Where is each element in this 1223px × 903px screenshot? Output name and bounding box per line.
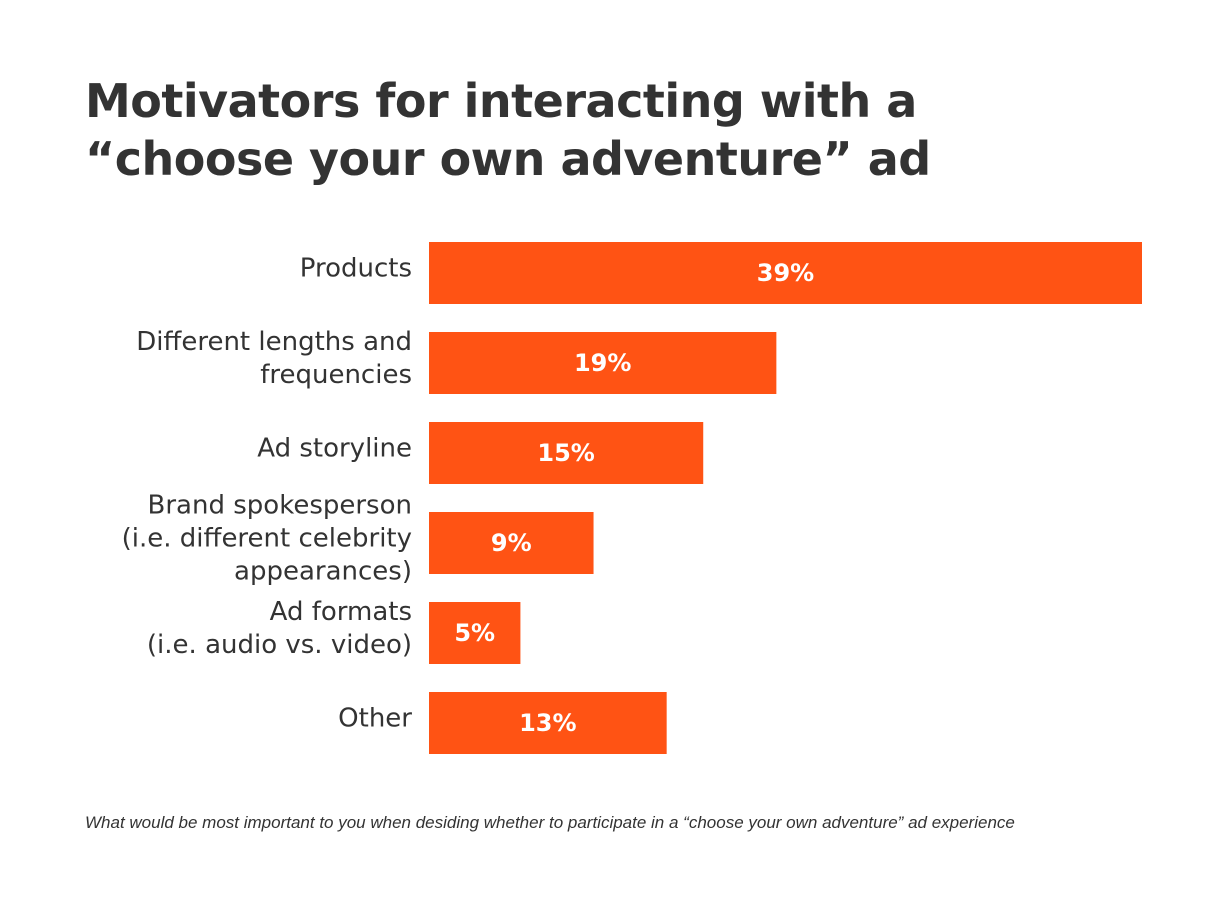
category-label-1: Products: [300, 254, 412, 284]
chart-title-line-2: “choose your own adventure” ad: [85, 132, 931, 186]
category-label-4-line-3: appearances): [234, 557, 412, 587]
category-label-6-line-1: Other: [338, 704, 412, 734]
category-label-6: Other: [338, 704, 412, 734]
bar-4: [429, 512, 594, 574]
category-label-5: Ad formats (i.e. audio vs. video): [147, 597, 412, 660]
category-label-2-line-1: Different lengths and: [136, 327, 412, 357]
bar-6: [429, 692, 667, 754]
bar-value-label-6: 13%: [519, 709, 576, 737]
chart-title: Motivators for interacting with a “choos…: [85, 72, 1145, 188]
category-label-3-line-1: Ad storyline: [257, 434, 412, 464]
category-label-2: Different lengths and frequencies: [136, 327, 412, 390]
bar-1: [429, 242, 1142, 304]
category-label-4: Brand spokesperson (i.e. different celebr…: [122, 491, 412, 587]
category-label-4-line-1: Brand spokesperson: [148, 491, 412, 521]
category-label-2-line-2: frequencies: [260, 360, 412, 390]
category-label-4-line-2: (i.e. different celebrity: [122, 524, 412, 554]
bar-value-label-4: 9%: [491, 529, 532, 557]
bar-value-label-3: 15%: [537, 439, 594, 467]
bar-value-label-1: 39%: [757, 259, 814, 287]
bar-5: [429, 602, 521, 664]
category-label-3: Ad storyline: [257, 434, 412, 464]
category-label-5-line-2: (i.e. audio vs. video): [147, 630, 412, 660]
bar-value-label-5: 5%: [454, 619, 495, 647]
category-label-5-line-1: Ad formats: [270, 597, 412, 627]
chart-title-line-1: Motivators for interacting with a: [85, 74, 917, 128]
bar-2: [429, 332, 777, 394]
bar-value-label-2: 19%: [574, 349, 631, 377]
survey-question-footnote: What would be most important to you when…: [85, 813, 1015, 832]
category-label-1-line-1: Products: [300, 254, 412, 284]
bar-3: [429, 422, 704, 484]
